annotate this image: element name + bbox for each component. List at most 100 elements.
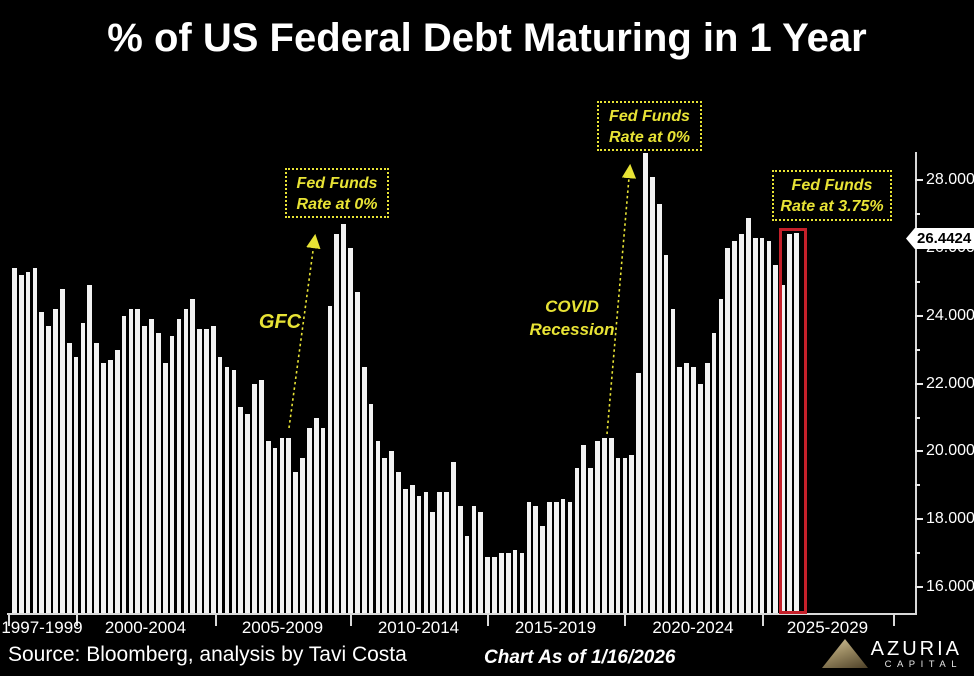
bar xyxy=(286,437,292,614)
x-axis-label: 2020-2024 xyxy=(652,618,734,637)
x-axis-tick xyxy=(624,613,626,626)
x-axis-tick xyxy=(762,613,764,626)
x-axis-tick xyxy=(487,613,489,626)
y-axis-label: 16.0000 xyxy=(926,578,974,595)
bar xyxy=(25,271,31,614)
bar xyxy=(224,366,230,614)
bar xyxy=(389,451,394,614)
x-axis-label: 2010-2014 xyxy=(377,618,460,637)
x-axis-tick xyxy=(893,613,895,626)
bar xyxy=(430,512,436,614)
x-axis-label: 2000-2004 xyxy=(104,618,187,637)
bar xyxy=(608,437,614,614)
x-axis-label: 2025-2029 xyxy=(786,618,869,637)
bar xyxy=(382,458,388,614)
x-axis-tick xyxy=(76,613,78,626)
gfc-label: GFC xyxy=(258,311,302,333)
y-axis-minor-tick xyxy=(915,213,920,216)
bar xyxy=(80,322,86,614)
bar xyxy=(46,326,51,614)
bar xyxy=(245,414,250,614)
last-value-badge: 26.4424 xyxy=(906,228,974,249)
y-axis-minor-tick xyxy=(915,484,920,487)
bar xyxy=(684,363,689,614)
bar xyxy=(313,417,319,614)
bar xyxy=(265,441,271,614)
bar xyxy=(746,217,751,614)
bar xyxy=(759,237,765,614)
bar xyxy=(252,383,257,614)
x-axis-label: 2005-2009 xyxy=(241,618,324,637)
x-axis-tick xyxy=(350,613,352,626)
bar xyxy=(169,336,175,614)
annotation-text: Fed Funds xyxy=(609,108,690,125)
bar xyxy=(540,526,545,614)
bar xyxy=(629,454,635,614)
bar xyxy=(492,556,497,614)
bar xyxy=(512,549,518,614)
bar xyxy=(348,248,353,614)
bar xyxy=(60,288,65,614)
bar xyxy=(416,495,422,614)
bar xyxy=(718,298,724,614)
bar xyxy=(581,444,587,614)
bar xyxy=(341,224,346,614)
bar xyxy=(725,248,731,614)
azuria-logo-icon xyxy=(822,639,868,668)
y-axis-label: 28.0000 xyxy=(926,171,974,189)
x-axis-tick xyxy=(215,613,217,626)
bar xyxy=(306,427,312,614)
bar xyxy=(677,366,683,614)
annotation-text: Recession xyxy=(529,320,615,339)
annotation-text: Rate at 0% xyxy=(296,196,378,213)
bar xyxy=(732,241,737,614)
bar xyxy=(704,363,710,614)
bar xyxy=(663,254,669,614)
bar xyxy=(643,153,648,614)
fed-funds-375-annotation: Fed Funds Rate at 3.75% xyxy=(772,170,892,221)
bar xyxy=(698,383,703,614)
source-text: Source: Bloomberg, analysis by Tavi Cost… xyxy=(8,643,407,666)
bar xyxy=(649,176,655,614)
bar xyxy=(231,370,237,614)
bar xyxy=(526,502,532,615)
y-axis-tick xyxy=(915,586,923,588)
bar xyxy=(437,492,442,614)
bar xyxy=(574,468,580,614)
as-of-text: Chart As of 1/16/2026 xyxy=(484,647,676,668)
bar xyxy=(238,407,244,614)
bar xyxy=(32,268,38,614)
x-axis-label: 1997-1999 xyxy=(1,618,83,637)
bar xyxy=(101,363,106,614)
bar xyxy=(794,233,799,614)
y-axis-tick xyxy=(915,314,923,317)
annotation-text: COVID xyxy=(545,297,599,316)
bar xyxy=(272,448,278,614)
bar xyxy=(615,458,621,614)
y-axis-label: 20.0000 xyxy=(926,442,974,460)
bar xyxy=(567,502,573,615)
bar xyxy=(162,363,168,614)
x-axis-tick xyxy=(8,613,10,626)
bar xyxy=(444,492,449,614)
y-axis-label: 22.0000 xyxy=(926,374,974,392)
chart-title: % of US Federal Debt Maturing in 1 Year xyxy=(107,16,867,60)
bar xyxy=(204,329,209,614)
bar xyxy=(300,458,305,614)
bar xyxy=(12,268,17,614)
x-axis-label: 2015-2019 xyxy=(514,618,597,637)
bar xyxy=(73,356,79,614)
bar xyxy=(210,326,216,614)
bar xyxy=(355,292,360,614)
highlight-red-box xyxy=(779,228,807,614)
bar xyxy=(780,285,785,614)
y-axis-tick xyxy=(915,382,923,385)
bar xyxy=(361,366,367,614)
bar xyxy=(293,471,298,614)
annotation-text: Fed Funds xyxy=(791,177,873,194)
bar xyxy=(149,319,154,614)
bar xyxy=(752,237,758,614)
bar xyxy=(560,498,566,614)
y-axis-label: 18.0000 xyxy=(926,510,974,528)
